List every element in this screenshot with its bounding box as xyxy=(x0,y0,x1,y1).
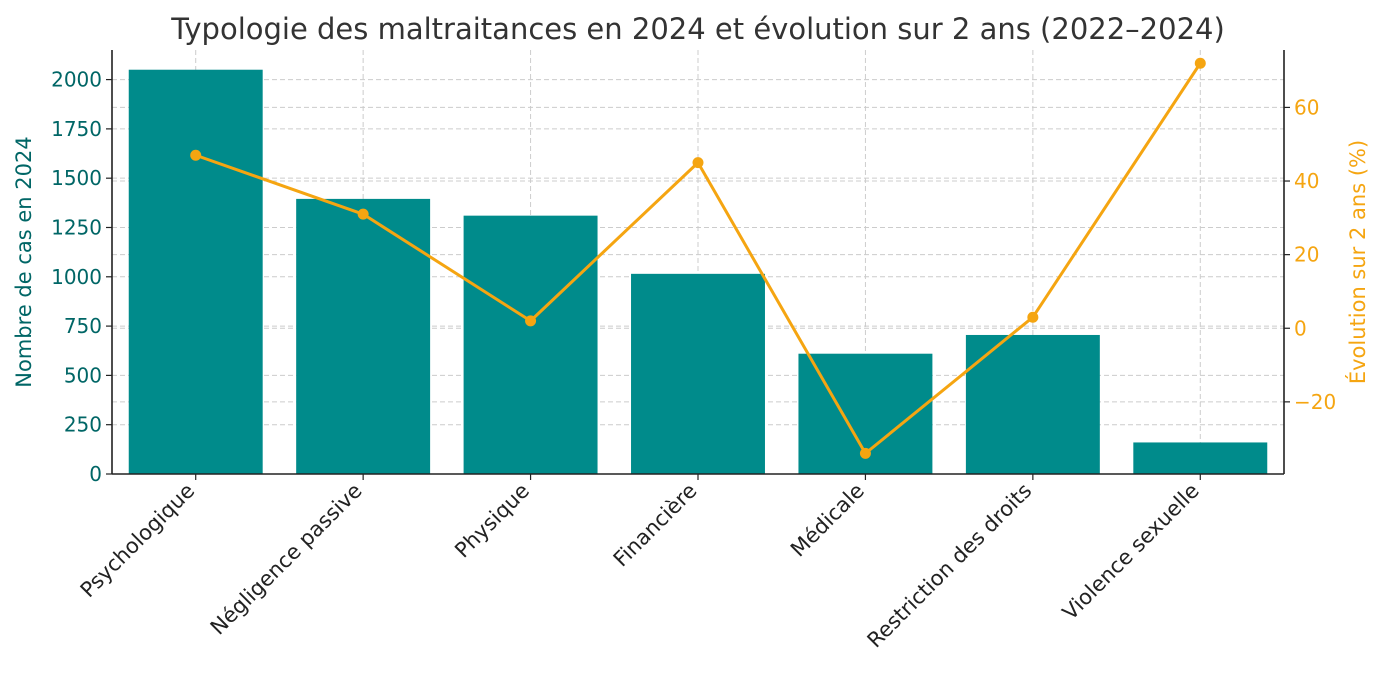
y2-tick-label: 60 xyxy=(1294,95,1319,119)
y2-tick-label: 40 xyxy=(1294,169,1319,193)
y-tick-label: 1500 xyxy=(51,166,102,190)
right-axis-ticks: −20 0 20 40 60 xyxy=(1284,95,1336,414)
y-tick-label: 250 xyxy=(64,413,102,437)
line-series xyxy=(190,57,1206,459)
line-point xyxy=(1194,57,1206,69)
x-tick-label: Violence sexuelle xyxy=(1058,479,1204,625)
line-point xyxy=(692,157,704,169)
y-tick-label: 500 xyxy=(64,363,102,387)
left-axis-ticks: 0 250 500 750 1000 1250 1500 1750 2000 xyxy=(51,68,112,486)
line-point xyxy=(357,208,369,220)
chart-title: Typologie des maltraitances en 2024 et é… xyxy=(170,12,1225,46)
y-axis-label: Nombre de cas en 2024 xyxy=(12,136,36,387)
y2-tick-label: −20 xyxy=(1294,390,1336,414)
x-tick-label: Financière xyxy=(609,479,702,572)
y-tick-label: 1250 xyxy=(51,215,102,239)
category-labels: Psychologique Négligence passive Physique F… xyxy=(76,474,1204,652)
line-point xyxy=(190,149,202,161)
y-tick-label: 2000 xyxy=(51,68,102,92)
y2-tick-label: 20 xyxy=(1294,243,1319,267)
line-point xyxy=(525,315,537,327)
bar xyxy=(296,198,431,475)
bar xyxy=(463,215,598,474)
y-tick-label: 1750 xyxy=(51,117,102,141)
x-tick-label: Restriction des droits xyxy=(863,479,1037,653)
y-tick-label: 750 xyxy=(64,314,102,338)
x-tick-label: Médicale xyxy=(786,479,869,562)
x-tick-label: Négligence passive xyxy=(206,479,367,640)
x-tick-label: Physique xyxy=(450,479,534,563)
y-tick-label: 0 xyxy=(89,462,102,486)
bar xyxy=(1133,442,1268,474)
y2-tick-label: 0 xyxy=(1294,316,1307,340)
bar xyxy=(965,334,1100,474)
line-point xyxy=(859,447,871,459)
y-tick-label: 1000 xyxy=(51,265,102,289)
x-tick-label: Psychologique xyxy=(76,479,200,603)
bar-series xyxy=(128,69,1268,475)
line-point xyxy=(1027,311,1039,323)
y2-axis-label: Évolution sur 2 ans (%) xyxy=(1345,140,1370,384)
bar xyxy=(631,273,765,474)
bar xyxy=(128,69,263,474)
